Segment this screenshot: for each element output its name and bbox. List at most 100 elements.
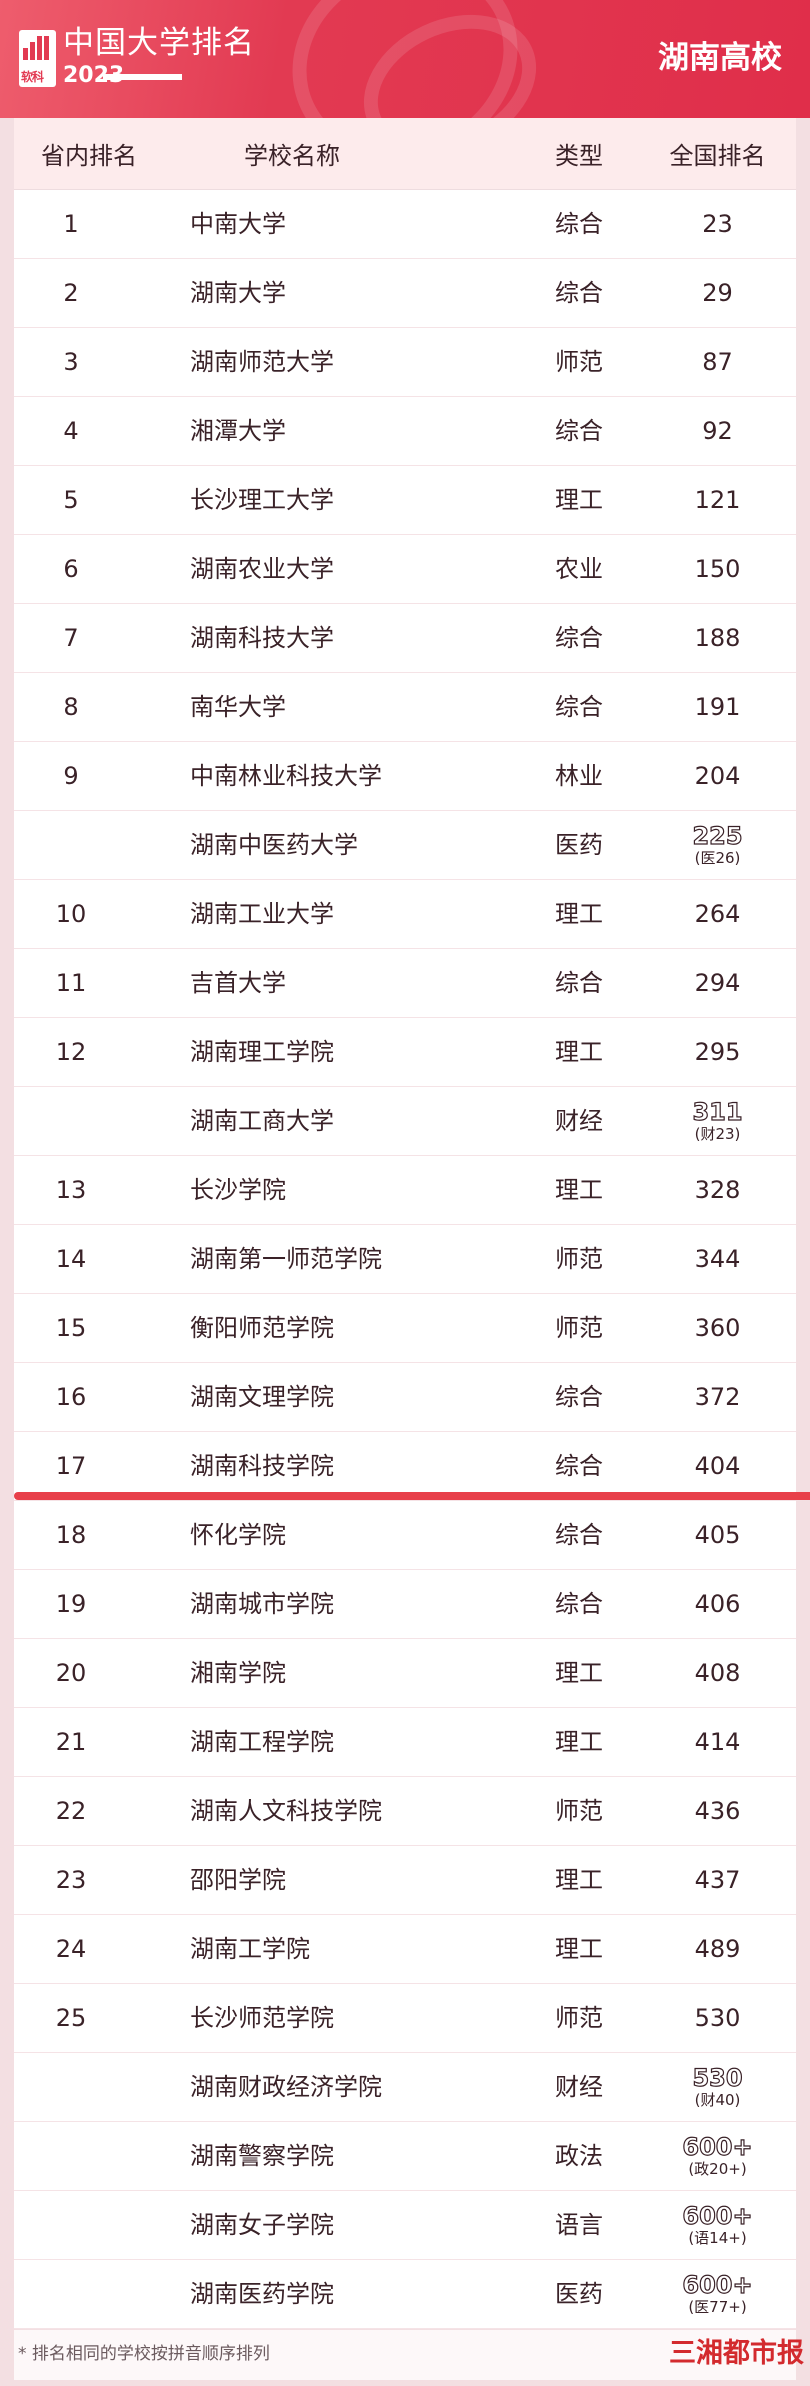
col-school-name: 学校名称 bbox=[244, 142, 340, 170]
school-type: 综合 bbox=[555, 1590, 603, 1618]
school-type: 林业 bbox=[555, 762, 603, 790]
national-rank: 372 bbox=[694, 1383, 741, 1411]
school-type: 综合 bbox=[555, 969, 603, 997]
table-row: 湖南女子学院 语言 600+ (语14+) bbox=[14, 2191, 796, 2260]
table-row: 2 湖南大学 综合 29 bbox=[14, 259, 796, 328]
national-rank-cell: 530 (财40) bbox=[639, 2063, 796, 2109]
school-name: 南华大学 bbox=[190, 693, 286, 721]
school-name: 湖南中医药大学 bbox=[190, 831, 358, 859]
provincial-rank: 25 bbox=[55, 2004, 87, 2032]
school-name: 中南大学 bbox=[190, 210, 286, 238]
provincial-rank: 3 bbox=[63, 348, 79, 376]
provincial-rank: 23 bbox=[55, 1866, 87, 1894]
school-name: 湖南师范大学 bbox=[190, 348, 334, 376]
col-national-rank: 全国排名 bbox=[669, 142, 766, 170]
table-body: 1 中南大学 综合 23 2 湖南大学 综合 29 3 湖南师范大学 师范 87 4 湘潭大… bbox=[14, 190, 796, 2329]
table-row: 湖南医药学院 医药 600+ (医77+) bbox=[14, 2260, 796, 2329]
provincial-rank: 20 bbox=[55, 1659, 87, 1687]
national-rank-cell: 600+ (政20+) bbox=[639, 2133, 796, 2178]
banner-header: 软科 中国大学排名 2023 湖南高校 bbox=[0, 0, 810, 118]
provincial-rank: 8 bbox=[63, 693, 79, 721]
category-rank: (财40) bbox=[694, 2090, 741, 2109]
table-row: 17 湖南科技学院 综合 404 bbox=[14, 1432, 796, 1501]
table-row: 4 湘潭大学 综合 92 bbox=[14, 397, 796, 466]
school-type: 综合 bbox=[555, 1521, 603, 1549]
national-rank: 311 bbox=[692, 1097, 743, 1126]
national-rank: 225 bbox=[692, 821, 743, 850]
table-row: 3 湖南师范大学 师范 87 bbox=[14, 328, 796, 397]
school-type: 财经 bbox=[555, 1107, 603, 1135]
table-row: 湖南警察学院 政法 600+ (政20+) bbox=[14, 2122, 796, 2191]
table-row: 1 中南大学 综合 23 bbox=[14, 190, 796, 259]
national-rank: 344 bbox=[694, 1245, 741, 1273]
school-type: 理工 bbox=[555, 1659, 603, 1687]
year-underline bbox=[103, 74, 182, 80]
table-row: 13 长沙学院 理工 328 bbox=[14, 1156, 796, 1225]
school-type: 理工 bbox=[555, 1728, 603, 1756]
table-row: 23 邵阳学院 理工 437 bbox=[14, 1846, 796, 1915]
ranking-table: 省内排名 学校名称 类型 全国排名 1 中南大学 综合 23 2 湖南大学 综合 29… bbox=[14, 118, 796, 2329]
school-type: 理工 bbox=[555, 1866, 603, 1894]
category-rank: (财23) bbox=[694, 1124, 741, 1143]
school-type: 理工 bbox=[555, 900, 603, 928]
school-name: 湖南工学院 bbox=[190, 1935, 310, 1963]
national-rank: 600+ bbox=[682, 2270, 753, 2299]
table-row: 8 南华大学 综合 191 bbox=[14, 673, 796, 742]
school-name: 长沙理工大学 bbox=[190, 486, 334, 514]
national-rank: 360 bbox=[694, 1314, 741, 1342]
school-type: 师范 bbox=[555, 2004, 603, 2032]
national-rank: 294 bbox=[694, 969, 741, 997]
national-rank-cell: 600+ (医77+) bbox=[639, 2270, 796, 2315]
school-name: 湖南城市学院 bbox=[190, 1590, 334, 1618]
school-type: 医药 bbox=[555, 2280, 603, 2308]
footnote: * 排名相同的学校按拼音顺序排列 bbox=[18, 2344, 270, 2364]
provincial-rank: 13 bbox=[55, 1176, 87, 1204]
national-rank: 408 bbox=[694, 1659, 741, 1687]
school-type: 政法 bbox=[555, 2142, 603, 2170]
school-name: 吉首大学 bbox=[190, 969, 286, 997]
region-title: 湖南高校 bbox=[658, 40, 782, 76]
school-type: 语言 bbox=[555, 2211, 603, 2239]
provincial-rank: 21 bbox=[55, 1728, 87, 1756]
provincial-rank: 18 bbox=[55, 1521, 87, 1549]
school-name: 长沙学院 bbox=[190, 1176, 286, 1204]
school-type: 理工 bbox=[555, 1935, 603, 1963]
provincial-rank: 4 bbox=[63, 417, 79, 445]
table-row: 14 湖南第一师范学院 师范 344 bbox=[14, 1225, 796, 1294]
national-rank: 23 bbox=[702, 210, 733, 238]
col-type: 类型 bbox=[555, 142, 603, 170]
provincial-rank: 9 bbox=[63, 762, 79, 790]
category-rank: (政20+) bbox=[688, 2159, 747, 2178]
table-row: 6 湖南农业大学 农业 150 bbox=[14, 535, 796, 604]
school-type: 理工 bbox=[555, 486, 603, 514]
school-type: 综合 bbox=[555, 1452, 603, 1480]
school-name: 湖南理工学院 bbox=[190, 1038, 334, 1066]
school-name: 湖南第一师范学院 bbox=[190, 1245, 382, 1273]
table-row: 25 长沙师范学院 师范 530 bbox=[14, 1984, 796, 2053]
school-name: 湖南警察学院 bbox=[190, 2142, 334, 2170]
provincial-rank: 6 bbox=[63, 555, 79, 583]
school-name: 湖南工商大学 bbox=[190, 1107, 334, 1135]
table-row: 22 湖南人文科技学院 师范 436 bbox=[14, 1777, 796, 1846]
national-rank: 530 bbox=[692, 2063, 743, 2092]
school-type: 师范 bbox=[555, 1797, 603, 1825]
category-rank: (医26) bbox=[694, 848, 741, 867]
school-name: 湘潭大学 bbox=[190, 417, 286, 445]
category-rank: (语14+) bbox=[688, 2228, 747, 2247]
cutoff-divider-line bbox=[14, 1492, 810, 1500]
school-type: 理工 bbox=[555, 1038, 603, 1066]
school-type: 师范 bbox=[555, 1314, 603, 1342]
provincial-rank: 16 bbox=[55, 1383, 87, 1411]
school-name: 怀化学院 bbox=[190, 1521, 286, 1549]
national-rank-cell: 600+ (语14+) bbox=[639, 2202, 796, 2247]
school-type: 医药 bbox=[555, 831, 603, 859]
school-type: 综合 bbox=[555, 693, 603, 721]
school-type: 理工 bbox=[555, 1176, 603, 1204]
national-rank: 29 bbox=[702, 279, 733, 307]
provincial-rank: 11 bbox=[55, 969, 87, 997]
national-rank: 264 bbox=[694, 900, 741, 928]
national-rank: 489 bbox=[694, 1935, 741, 1963]
provincial-rank: 24 bbox=[55, 1935, 87, 1963]
school-type: 综合 bbox=[555, 1383, 603, 1411]
national-rank: 436 bbox=[694, 1797, 741, 1825]
